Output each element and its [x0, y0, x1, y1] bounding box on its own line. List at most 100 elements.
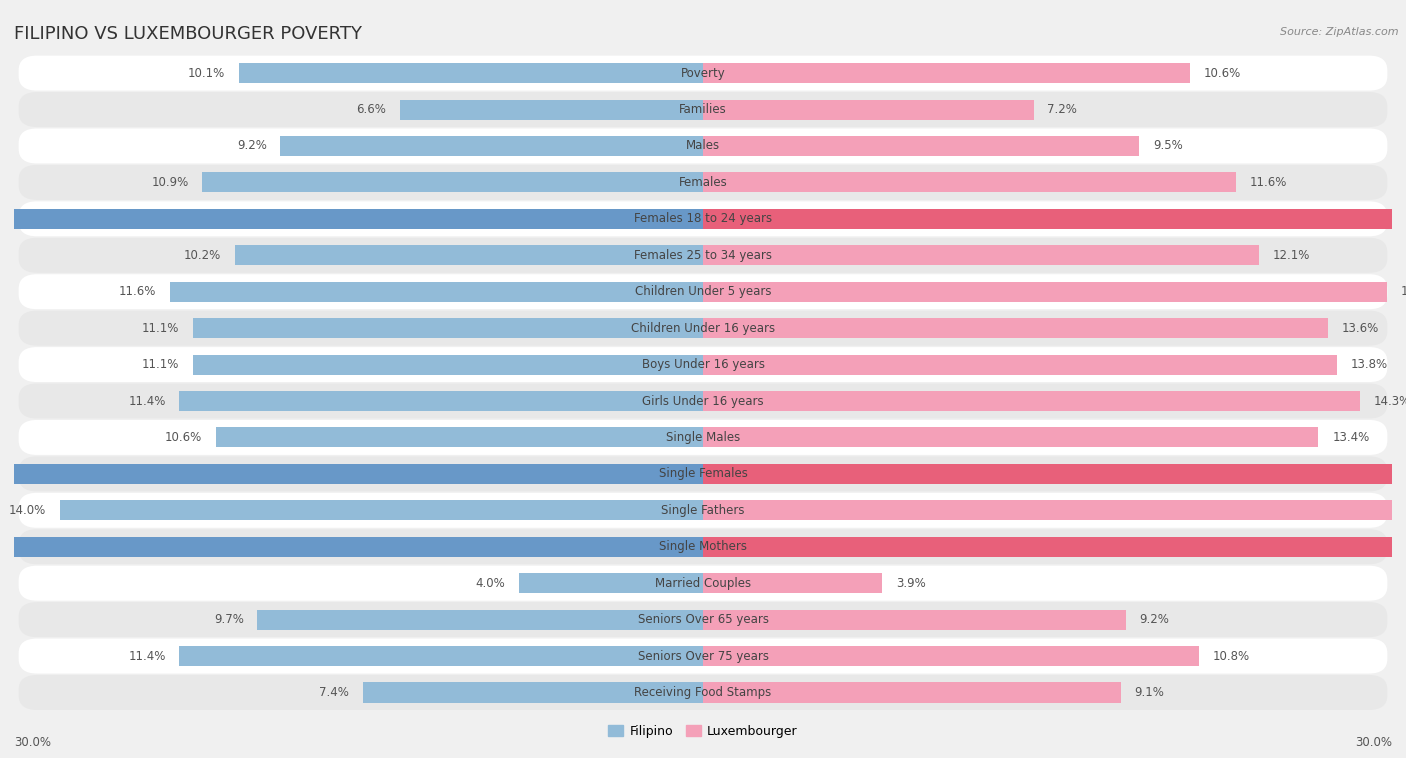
Text: 13.6%: 13.6%	[1341, 321, 1379, 334]
Text: 14.3%: 14.3%	[1374, 394, 1406, 408]
Text: 10.2%: 10.2%	[184, 249, 221, 262]
FancyBboxPatch shape	[18, 675, 1388, 710]
Text: Children Under 5 years: Children Under 5 years	[634, 285, 772, 298]
FancyBboxPatch shape	[18, 202, 1388, 236]
Bar	[703, 99, 1033, 120]
Bar	[280, 136, 703, 156]
Bar	[180, 391, 703, 411]
Text: 10.6%: 10.6%	[1204, 67, 1241, 80]
Text: 6.6%: 6.6%	[356, 103, 387, 116]
Bar	[703, 355, 1337, 374]
Text: 3.9%: 3.9%	[896, 577, 925, 590]
Text: 11.4%: 11.4%	[128, 394, 166, 408]
Bar	[519, 573, 703, 594]
Bar	[703, 500, 1406, 520]
Bar	[703, 682, 1121, 703]
Bar	[60, 500, 703, 520]
Text: 11.6%: 11.6%	[120, 285, 156, 298]
FancyBboxPatch shape	[18, 565, 1388, 600]
Bar	[235, 246, 703, 265]
Bar	[180, 646, 703, 666]
Text: Single Fathers: Single Fathers	[661, 504, 745, 517]
Bar	[703, 318, 1327, 338]
Bar	[703, 646, 1199, 666]
Text: 14.9%: 14.9%	[1402, 285, 1406, 298]
Text: 9.2%: 9.2%	[236, 139, 267, 152]
Text: 10.8%: 10.8%	[1213, 650, 1250, 662]
Text: Families: Families	[679, 103, 727, 116]
FancyBboxPatch shape	[18, 529, 1388, 564]
Text: 4.0%: 4.0%	[475, 577, 506, 590]
Text: 9.5%: 9.5%	[1153, 139, 1182, 152]
Text: 10.1%: 10.1%	[188, 67, 225, 80]
Text: Single Males: Single Males	[666, 431, 740, 444]
Text: 11.1%: 11.1%	[142, 358, 180, 371]
Legend: Filipino, Luxembourger: Filipino, Luxembourger	[603, 719, 803, 743]
Text: 11.6%: 11.6%	[1250, 176, 1286, 189]
Text: 12.1%: 12.1%	[1272, 249, 1310, 262]
Text: Females: Females	[679, 176, 727, 189]
FancyBboxPatch shape	[18, 420, 1388, 455]
FancyBboxPatch shape	[18, 384, 1388, 418]
Bar	[703, 246, 1258, 265]
Text: 30.0%: 30.0%	[14, 736, 51, 749]
Text: Poverty: Poverty	[681, 67, 725, 80]
Bar	[703, 464, 1406, 484]
Bar	[0, 537, 703, 557]
Bar	[239, 63, 703, 83]
Text: 7.2%: 7.2%	[1047, 103, 1077, 116]
FancyBboxPatch shape	[18, 638, 1388, 674]
FancyBboxPatch shape	[18, 55, 1388, 91]
Bar	[170, 282, 703, 302]
FancyBboxPatch shape	[18, 165, 1388, 200]
Bar	[202, 172, 703, 193]
Text: 11.4%: 11.4%	[128, 650, 166, 662]
FancyBboxPatch shape	[18, 493, 1388, 528]
Text: 7.4%: 7.4%	[319, 686, 349, 699]
Text: Receiving Food Stamps: Receiving Food Stamps	[634, 686, 772, 699]
Bar	[703, 573, 882, 594]
Text: Source: ZipAtlas.com: Source: ZipAtlas.com	[1281, 27, 1399, 36]
Bar	[703, 208, 1406, 229]
Text: 9.1%: 9.1%	[1135, 686, 1164, 699]
Bar	[703, 428, 1319, 447]
Bar	[703, 609, 1126, 630]
Text: Females 18 to 24 years: Females 18 to 24 years	[634, 212, 772, 225]
Bar	[703, 172, 1236, 193]
Bar	[0, 464, 703, 484]
FancyBboxPatch shape	[18, 602, 1388, 637]
Text: 10.9%: 10.9%	[152, 176, 188, 189]
Bar	[703, 537, 1406, 557]
FancyBboxPatch shape	[18, 347, 1388, 382]
Text: 9.7%: 9.7%	[214, 613, 243, 626]
Bar	[703, 63, 1189, 83]
Bar	[703, 282, 1388, 302]
Text: Single Mothers: Single Mothers	[659, 540, 747, 553]
Text: 13.8%: 13.8%	[1351, 358, 1388, 371]
FancyBboxPatch shape	[18, 92, 1388, 127]
Text: Seniors Over 65 years: Seniors Over 65 years	[637, 613, 769, 626]
Bar	[257, 609, 703, 630]
Text: Children Under 16 years: Children Under 16 years	[631, 321, 775, 334]
Text: 9.2%: 9.2%	[1139, 613, 1170, 626]
Text: Males: Males	[686, 139, 720, 152]
Bar	[703, 136, 1139, 156]
FancyBboxPatch shape	[18, 238, 1388, 273]
Text: Seniors Over 75 years: Seniors Over 75 years	[637, 650, 769, 662]
Text: Females 25 to 34 years: Females 25 to 34 years	[634, 249, 772, 262]
Bar	[363, 682, 703, 703]
Bar	[703, 391, 1360, 411]
FancyBboxPatch shape	[18, 128, 1388, 164]
Bar	[193, 318, 703, 338]
FancyBboxPatch shape	[18, 311, 1388, 346]
Text: 14.0%: 14.0%	[8, 504, 46, 517]
Text: FILIPINO VS LUXEMBOURGER POVERTY: FILIPINO VS LUXEMBOURGER POVERTY	[14, 25, 363, 43]
FancyBboxPatch shape	[18, 274, 1388, 309]
Text: 30.0%: 30.0%	[1355, 736, 1392, 749]
Text: Single Females: Single Females	[658, 468, 748, 481]
Text: 11.1%: 11.1%	[142, 321, 180, 334]
Text: 13.4%: 13.4%	[1333, 431, 1369, 444]
Bar	[217, 428, 703, 447]
Text: Married Couples: Married Couples	[655, 577, 751, 590]
Text: 10.6%: 10.6%	[165, 431, 202, 444]
